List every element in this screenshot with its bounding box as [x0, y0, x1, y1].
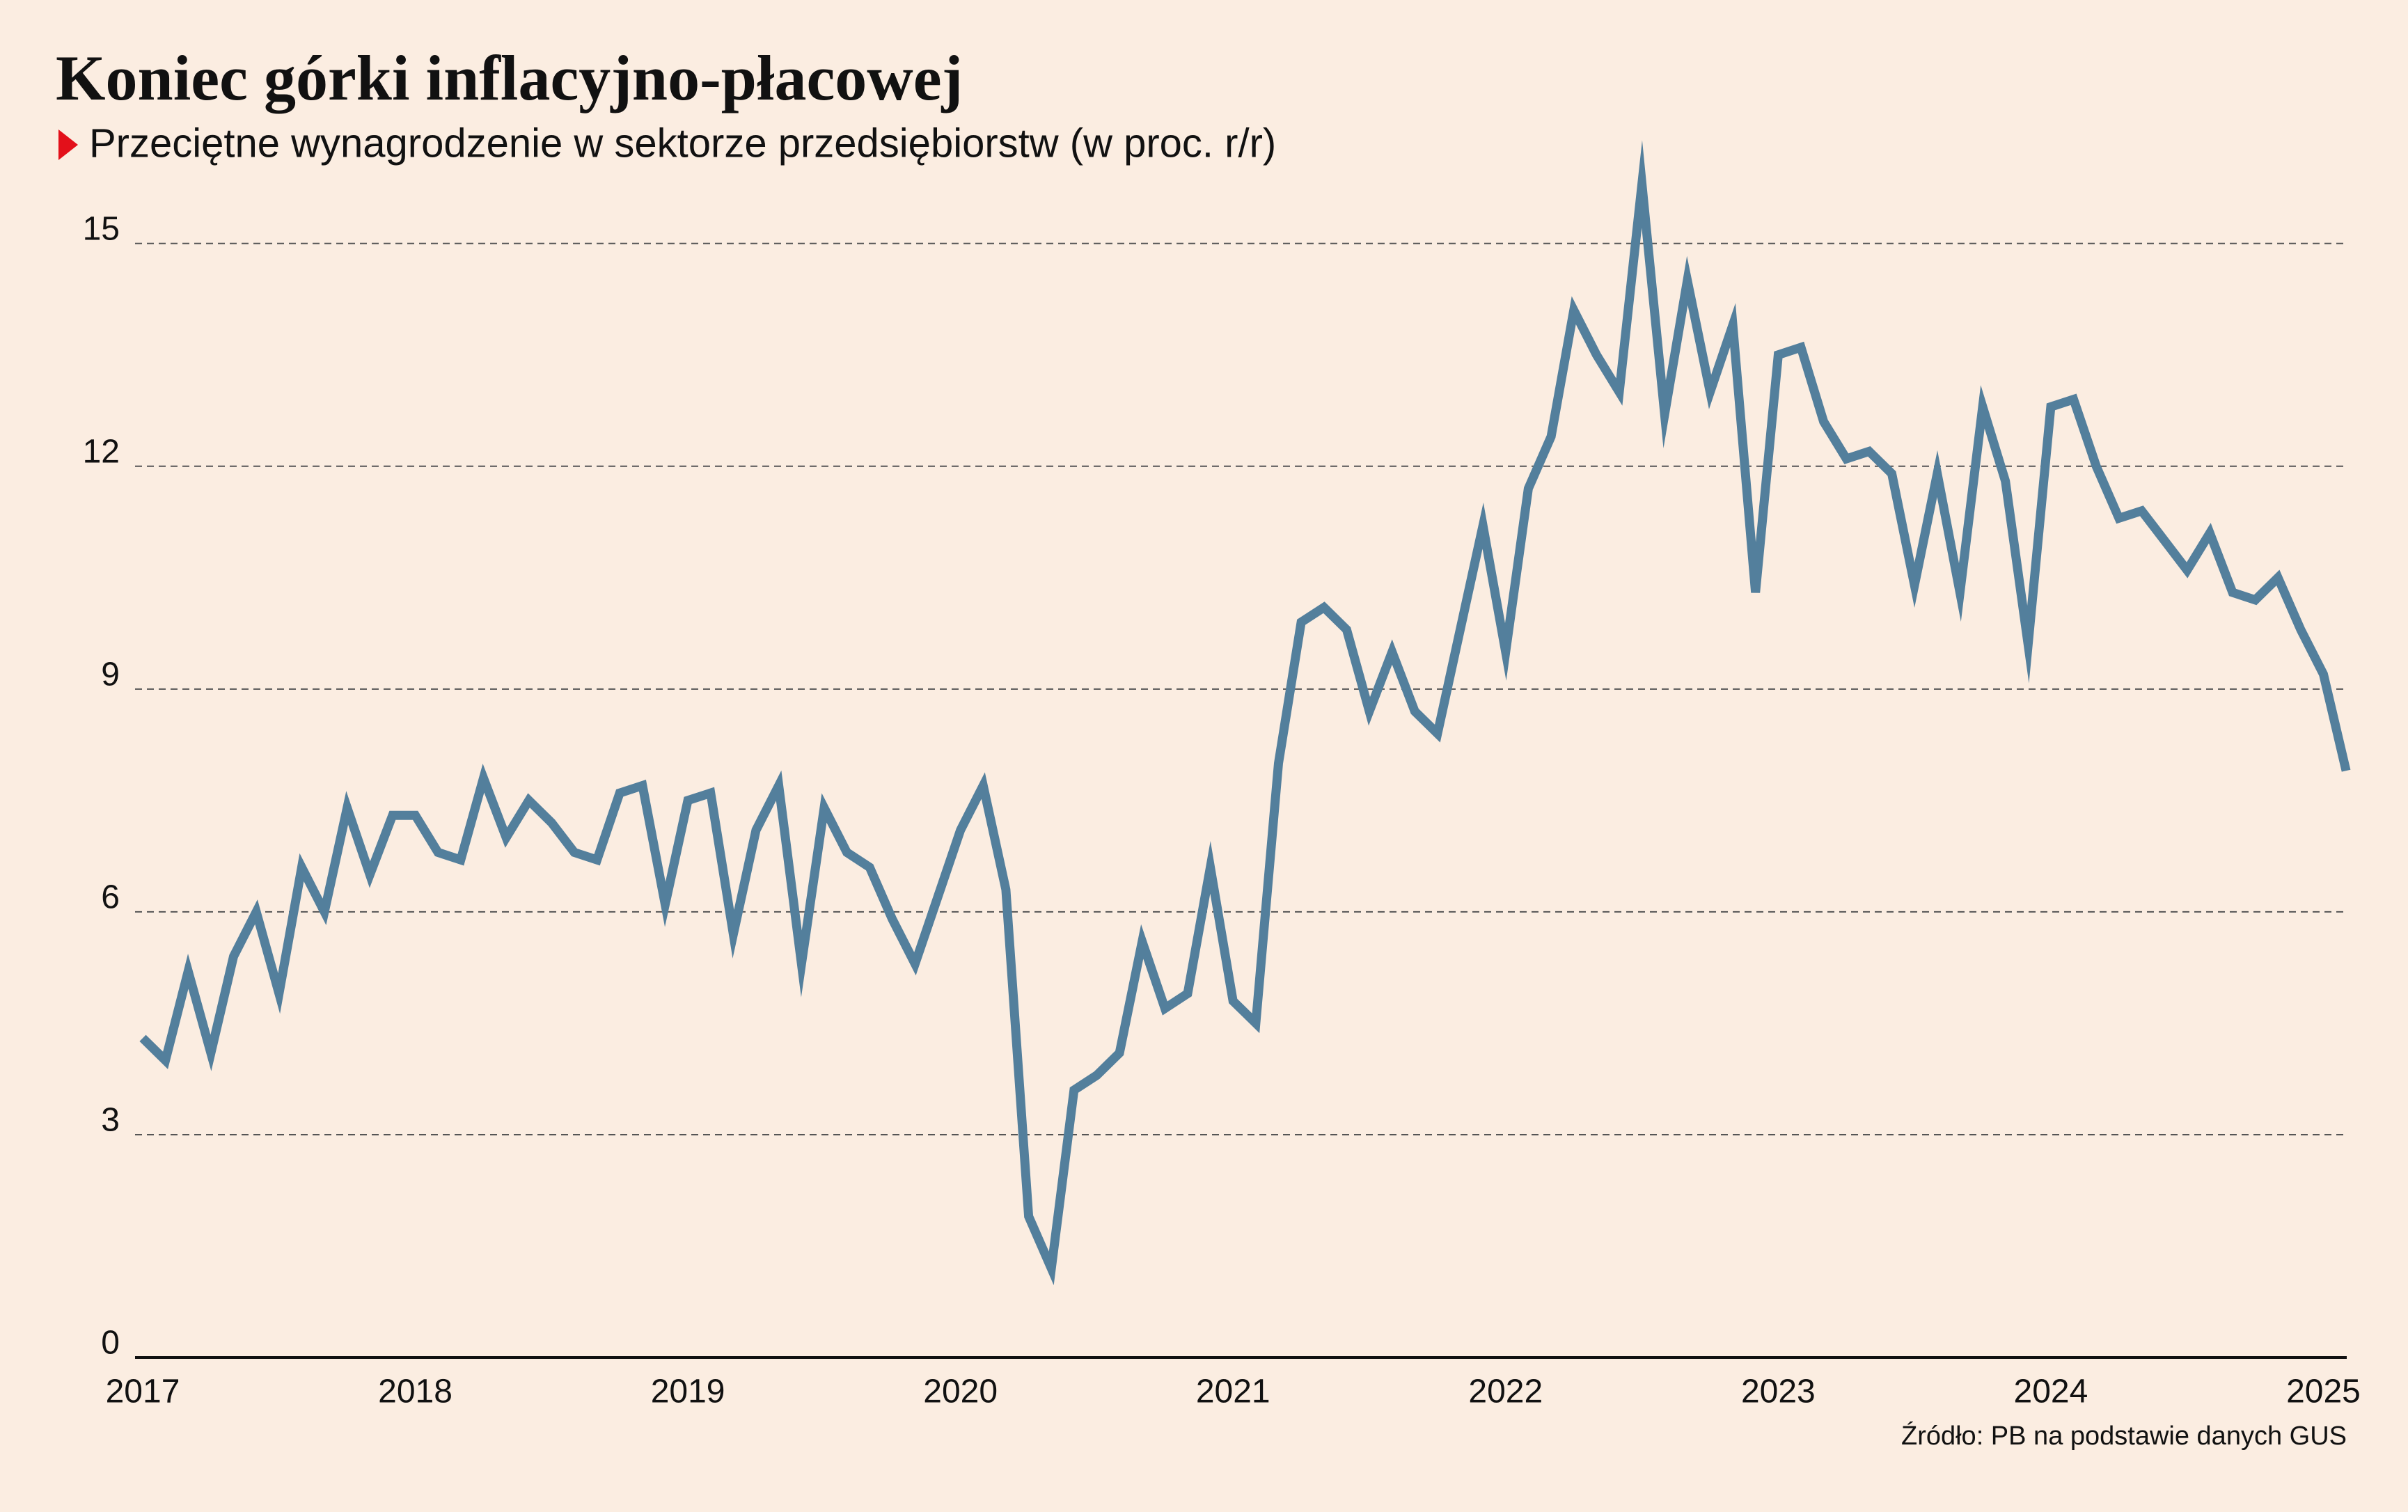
- y-tick-label: 12: [83, 433, 120, 470]
- x-tick-label: 2018: [378, 1373, 453, 1410]
- x-tick-label: 2024: [2014, 1373, 2088, 1410]
- y-tick-label: 3: [101, 1102, 120, 1139]
- x-tick-label: 2019: [651, 1373, 725, 1410]
- source: Źródło: PB na podstawie danych GUS: [1901, 1421, 2347, 1451]
- x-tick-label: 2025: [2286, 1373, 2361, 1410]
- chart-title: Koniec górki inflacyjno-płacowej: [56, 42, 963, 113]
- y-tick-label: 0: [101, 1325, 120, 1362]
- y-tick-label: 15: [83, 210, 120, 247]
- x-tick-label: 2020: [923, 1373, 998, 1410]
- data-line: [139, 140, 2351, 1286]
- x-tick-label: 2023: [1741, 1373, 1816, 1410]
- x-tick-label: 2017: [106, 1373, 180, 1410]
- x-tick-label: 2022: [1468, 1373, 1543, 1410]
- subtitle-marker: [58, 129, 78, 160]
- y-tick-label: 6: [101, 879, 120, 916]
- chart-subtitle: Przeciętne wynagrodzenie w sektorze prze…: [89, 120, 1276, 166]
- x-tick-label: 2021: [1196, 1373, 1270, 1410]
- y-tick-label: 9: [101, 656, 120, 693]
